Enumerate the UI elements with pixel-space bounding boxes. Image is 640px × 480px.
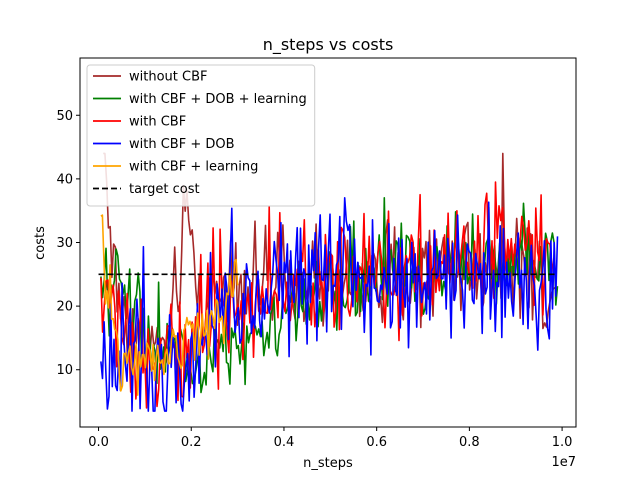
legend-label: with CBF + learning [129, 160, 258, 175]
chart-title: n_steps vs costs [263, 35, 394, 55]
y-tick-label: 20 [56, 300, 73, 315]
series-line-4 [100, 197, 559, 412]
x-tick-label: 0.6 [366, 435, 387, 450]
x-tick-label: 0.8 [459, 435, 480, 450]
x-tick-label: 0.0 [88, 435, 109, 450]
x-tick-label: 0.2 [181, 435, 202, 450]
y-axis: 10 20 30 40 50 [56, 109, 80, 378]
series-line-5 [100, 214, 239, 396]
series-line-1 [103, 152, 556, 374]
legend-label: without CBF [129, 70, 207, 85]
legend: without CBF with CBF + DOB + learning with… [86, 64, 316, 207]
legend-label: with CBF + DOB + learning [129, 92, 307, 107]
y-axis-label: costs [33, 226, 48, 260]
y-tick-label: 30 [56, 236, 73, 251]
x-offset-label: 1e7 [551, 455, 576, 470]
x-tick-label: 1.0 [552, 435, 573, 450]
legend-label: with CBF + DOB [129, 137, 235, 152]
y-tick-label: 10 [56, 363, 73, 378]
x-tick-label: 0.4 [274, 435, 295, 450]
y-tick-label: 50 [56, 109, 73, 124]
x-axis: 0.0 0.2 0.4 0.6 0.8 1.0 [88, 427, 572, 450]
series-layer [100, 152, 559, 412]
legend-label: with CBF [129, 115, 186, 130]
x-axis-label: n_steps [303, 456, 353, 471]
legend-label: target cost [129, 182, 200, 197]
legend-box [86, 64, 316, 207]
y-tick-label: 40 [56, 172, 73, 187]
